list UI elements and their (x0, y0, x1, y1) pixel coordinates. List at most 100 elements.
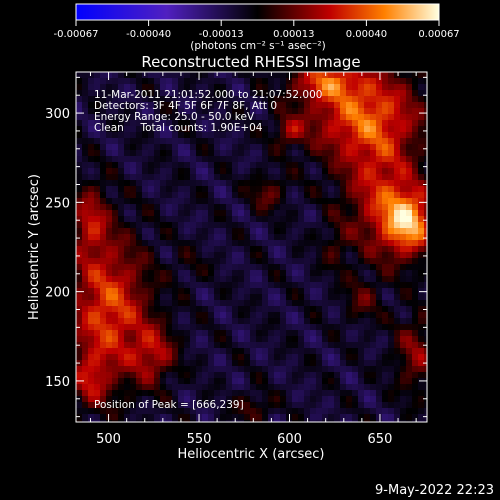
heatmap-cell (274, 174, 281, 181)
heatmap-cell (424, 168, 427, 175)
heatmap-cell (388, 90, 395, 97)
heatmap-cell (100, 156, 107, 163)
heatmap-cell (142, 132, 149, 139)
heatmap-cell (202, 180, 209, 187)
heatmap-cell (364, 300, 371, 307)
heatmap-cell (316, 294, 323, 301)
heatmap-cell (130, 282, 137, 289)
heatmap-cell (166, 420, 173, 422)
heatmap-cell (328, 312, 335, 319)
heatmap-cell (292, 78, 299, 85)
heatmap-cell (370, 234, 377, 241)
heatmap-cell (94, 324, 101, 331)
heatmap-cell (364, 306, 371, 313)
heatmap-cell (226, 276, 233, 283)
heatmap-cell (178, 252, 185, 259)
heatmap-cell (130, 348, 137, 355)
heatmap-cell (298, 222, 305, 229)
heatmap-cell (262, 306, 269, 313)
heatmap-cell (316, 276, 323, 283)
heatmap-cell (412, 156, 419, 163)
heatmap-cell (352, 234, 359, 241)
heatmap-cell (382, 144, 389, 151)
heatmap-cell (262, 318, 269, 325)
heatmap-cell (172, 390, 179, 397)
heatmap-cell (424, 252, 427, 259)
heatmap-cell (268, 156, 275, 163)
heatmap-cell (328, 288, 335, 295)
heatmap-cell (184, 240, 191, 247)
heatmap-cell (154, 192, 161, 199)
heatmap-cell (352, 294, 359, 301)
y-tick-label: 300 (45, 107, 70, 122)
heatmap-cell (256, 192, 263, 199)
heatmap-cell (112, 360, 119, 367)
heatmap-cell (118, 108, 125, 115)
heatmap-cell (202, 120, 209, 127)
heatmap-cell (154, 282, 161, 289)
heatmap-cell (112, 276, 119, 283)
heatmap-cell (178, 294, 185, 301)
heatmap-cell (424, 186, 427, 193)
heatmap-cell (220, 108, 227, 115)
heatmap-cell (76, 180, 83, 187)
heatmap-cell (292, 306, 299, 313)
heatmap-cell (370, 414, 377, 421)
heatmap-cell (238, 138, 245, 145)
heatmap-cell (148, 390, 155, 397)
heatmap-cell (334, 384, 341, 391)
heatmap-cell (112, 408, 119, 415)
heatmap-cell (106, 372, 113, 379)
heatmap-cell (106, 168, 113, 175)
heatmap-cell (412, 102, 419, 109)
heatmap-cell (160, 108, 167, 115)
heatmap-cell (412, 294, 419, 301)
heatmap-cell (154, 120, 161, 127)
heatmap-cell (136, 282, 143, 289)
heatmap-cell (208, 204, 215, 211)
heatmap-cell (280, 72, 287, 79)
heatmap-cell (238, 168, 245, 175)
heatmap-cell (358, 234, 365, 241)
heatmap-cell (154, 420, 161, 422)
heatmap-cell (166, 144, 173, 151)
heatmap-cell (244, 360, 251, 367)
heatmap-cell (238, 240, 245, 247)
heatmap-cell (190, 312, 197, 319)
heatmap-cell (190, 108, 197, 115)
heatmap-cell (274, 162, 281, 169)
heatmap-cell (334, 282, 341, 289)
heatmap-cell (178, 168, 185, 175)
heatmap-cell (226, 216, 233, 223)
heatmap-cell (304, 384, 311, 391)
heatmap-cell (262, 132, 269, 139)
heatmap-cell (286, 138, 293, 145)
heatmap-cell (166, 222, 173, 229)
heatmap-cell (220, 228, 227, 235)
heatmap-cell (352, 390, 359, 397)
heatmap-cell (250, 192, 257, 199)
heatmap-cell (280, 132, 287, 139)
heatmap-cell (100, 390, 107, 397)
heatmap-cell (388, 174, 395, 181)
heatmap-cell (142, 336, 149, 343)
heatmap-cell (394, 210, 401, 217)
heatmap-cell (220, 306, 227, 313)
heatmap-cell (244, 402, 251, 409)
heatmap-cell (118, 186, 125, 193)
heatmap-cell (400, 174, 407, 181)
heatmap-cell (100, 420, 107, 422)
heatmap-cell (424, 78, 427, 85)
heatmap-cell (424, 282, 427, 289)
heatmap-cell (172, 138, 179, 145)
heatmap-cell (130, 342, 137, 349)
heatmap-cell (250, 294, 257, 301)
heatmap-cell (226, 378, 233, 385)
heatmap-cell (136, 306, 143, 313)
heatmap-cell (142, 186, 149, 193)
heatmap-cell (274, 234, 281, 241)
heatmap-cell (124, 312, 131, 319)
heatmap-cell (292, 132, 299, 139)
heatmap-cell (358, 384, 365, 391)
heatmap-cell (322, 78, 329, 85)
